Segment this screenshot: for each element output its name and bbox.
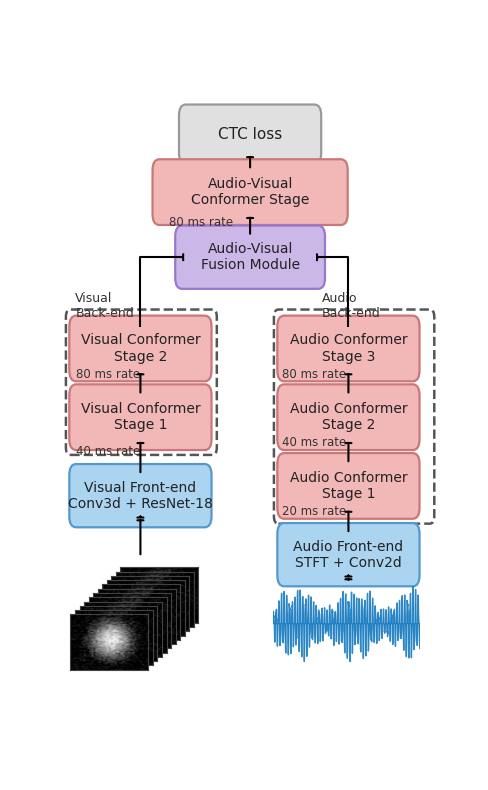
Text: 80 ms rate: 80 ms rate (282, 367, 346, 381)
FancyBboxPatch shape (277, 316, 420, 382)
Text: Visual Conformer
Stage 1: Visual Conformer Stage 1 (81, 402, 200, 432)
FancyBboxPatch shape (69, 464, 211, 527)
FancyBboxPatch shape (179, 104, 321, 164)
FancyBboxPatch shape (277, 385, 420, 450)
Text: Visual
Back-end: Visual Back-end (75, 292, 134, 320)
Text: Audio Conformer
Stage 1: Audio Conformer Stage 1 (289, 471, 407, 501)
Text: 40 ms rate: 40 ms rate (282, 436, 346, 450)
FancyBboxPatch shape (69, 316, 211, 382)
Text: 80 ms rate: 80 ms rate (169, 216, 233, 229)
FancyBboxPatch shape (175, 226, 325, 289)
FancyBboxPatch shape (153, 160, 347, 225)
Text: Visual Conformer
Stage 2: Visual Conformer Stage 2 (81, 333, 200, 363)
Text: Visual Front-end
Conv3d + ResNet-18: Visual Front-end Conv3d + ResNet-18 (68, 480, 213, 511)
FancyBboxPatch shape (277, 523, 420, 586)
Text: Audio
Back-end: Audio Back-end (322, 292, 381, 320)
FancyBboxPatch shape (69, 385, 211, 450)
Text: 80 ms rate: 80 ms rate (76, 367, 140, 381)
Text: Audio Conformer
Stage 2: Audio Conformer Stage 2 (289, 402, 407, 432)
Text: Audio Conformer
Stage 3: Audio Conformer Stage 3 (289, 333, 407, 363)
Text: 40 ms rate: 40 ms rate (76, 446, 141, 458)
Text: 20 ms rate: 20 ms rate (282, 505, 346, 518)
Text: Audio-Visual
Conformer Stage: Audio-Visual Conformer Stage (191, 177, 309, 207)
Text: Audio Front-end
STFT + Conv2d: Audio Front-end STFT + Conv2d (293, 540, 404, 570)
Text: Audio-Visual
Fusion Module: Audio-Visual Fusion Module (201, 242, 300, 273)
FancyBboxPatch shape (277, 453, 420, 519)
Text: CTC loss: CTC loss (218, 127, 282, 142)
